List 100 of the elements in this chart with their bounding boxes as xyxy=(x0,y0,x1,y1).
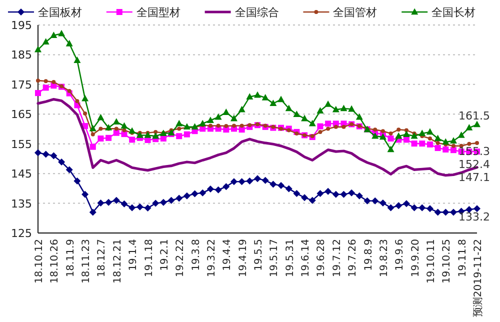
x-tick-label: 预测2019-11-22 xyxy=(472,239,484,318)
legend-label: 全国管材 xyxy=(333,6,378,19)
x-tick-label: 19.6.28 xyxy=(316,239,328,278)
point xyxy=(114,126,118,131)
point xyxy=(326,126,330,131)
point xyxy=(278,96,285,102)
point xyxy=(270,100,277,106)
point xyxy=(395,132,402,139)
point xyxy=(160,198,167,206)
x-tick-label: 19.7.12 xyxy=(332,239,343,278)
point xyxy=(82,190,89,198)
point xyxy=(426,141,433,148)
legend-label: 全国长材 xyxy=(432,6,476,19)
point xyxy=(208,124,212,128)
point xyxy=(451,144,456,148)
point xyxy=(35,90,41,96)
point xyxy=(42,84,49,91)
point xyxy=(254,91,261,98)
point xyxy=(74,56,81,63)
x-tick-label: 18.10.12 xyxy=(34,239,45,284)
point xyxy=(340,190,348,198)
point xyxy=(426,128,434,135)
point xyxy=(324,100,332,107)
point xyxy=(230,178,238,186)
point xyxy=(52,80,56,84)
point xyxy=(402,130,410,137)
point xyxy=(395,202,402,210)
point xyxy=(160,136,166,142)
point xyxy=(466,124,473,130)
point xyxy=(474,120,480,128)
x-tick-label: 19.5.5 xyxy=(254,239,264,271)
point xyxy=(325,120,332,127)
point xyxy=(364,197,371,204)
point xyxy=(434,145,441,152)
x-tick-label: 18.11.9 xyxy=(65,239,76,278)
point xyxy=(379,199,386,206)
point xyxy=(106,134,112,141)
point xyxy=(206,186,214,193)
point xyxy=(436,140,440,145)
point xyxy=(112,118,120,124)
point xyxy=(450,208,457,216)
point xyxy=(50,32,58,38)
point xyxy=(90,144,96,150)
point xyxy=(224,124,228,128)
point xyxy=(246,93,254,100)
x-tick-label: 19.8.9 xyxy=(363,239,374,271)
point xyxy=(97,114,104,120)
point xyxy=(301,114,308,122)
x-tick-label: 19.1.4 xyxy=(128,239,140,271)
point xyxy=(332,190,340,198)
point xyxy=(216,124,220,128)
point xyxy=(67,88,72,93)
point xyxy=(372,197,379,204)
point xyxy=(136,203,144,210)
point xyxy=(128,204,136,212)
point xyxy=(293,190,300,197)
point xyxy=(42,150,50,158)
point xyxy=(214,186,222,194)
point xyxy=(136,131,144,138)
point xyxy=(176,120,183,126)
x-tick-label: 19.2.1 xyxy=(159,239,170,271)
point xyxy=(34,46,42,52)
point xyxy=(293,110,300,118)
point xyxy=(318,130,322,134)
point xyxy=(317,123,324,130)
point xyxy=(75,99,80,104)
x-tick-label: 19.6.14 xyxy=(300,239,312,278)
point xyxy=(285,185,292,192)
legend-label: 全国型材 xyxy=(136,6,180,19)
point xyxy=(177,126,182,131)
point xyxy=(316,107,324,114)
point xyxy=(222,183,230,190)
x-tick-label: 19.2.22 xyxy=(175,239,186,278)
point xyxy=(105,198,112,206)
x-tick-label: 18.12.7 xyxy=(96,239,108,278)
point xyxy=(58,158,66,166)
point xyxy=(278,182,285,189)
x-tick-label: 19.7.26 xyxy=(348,239,359,278)
y-tick-label: 185 xyxy=(11,48,32,62)
point xyxy=(191,123,198,130)
point xyxy=(254,175,261,182)
point xyxy=(184,131,190,138)
point xyxy=(285,104,292,112)
point xyxy=(97,199,104,206)
point xyxy=(120,122,128,129)
point xyxy=(286,128,291,132)
y-tick-label: 125 xyxy=(11,227,32,240)
point xyxy=(458,131,465,138)
point xyxy=(120,200,128,208)
x-tick-label: 19.8.23 xyxy=(378,239,390,278)
legend-label: 全国板材 xyxy=(38,6,82,19)
y-tick-label: 175 xyxy=(11,78,32,92)
point xyxy=(324,188,332,195)
point xyxy=(442,208,450,216)
point xyxy=(404,128,408,132)
point xyxy=(342,124,346,129)
point xyxy=(372,132,379,139)
point xyxy=(316,190,324,197)
x-tick-label: 19.3.8 xyxy=(190,239,202,271)
point xyxy=(434,208,442,216)
